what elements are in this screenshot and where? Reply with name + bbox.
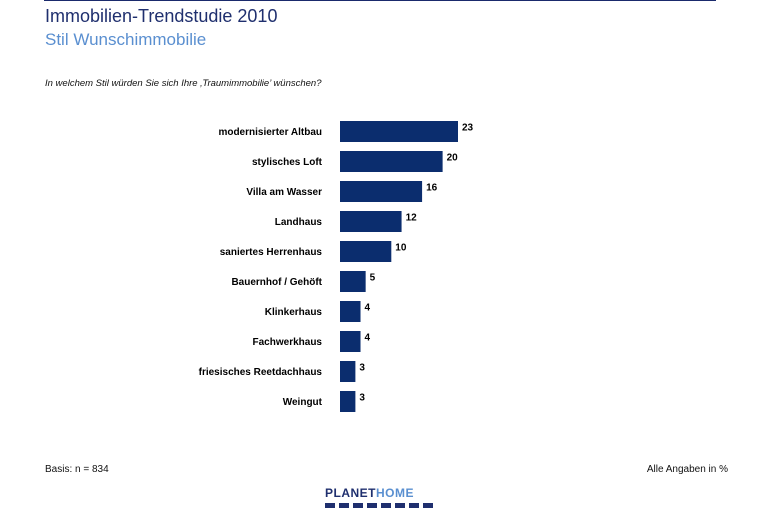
value-label-8: 3 xyxy=(359,363,365,374)
value-label-3: 12 xyxy=(406,213,418,224)
bar-4 xyxy=(340,241,392,262)
logo-part-planet: PLANET xyxy=(325,486,376,500)
category-label-9: Weingut xyxy=(283,397,323,408)
bar-7 xyxy=(340,331,361,352)
bar-chart: modernisierter Altbau 23 stylisches Loft 20… xyxy=(199,121,474,412)
planethome-logo: PLANETHOME xyxy=(325,486,414,500)
category-label-7: Fachwerkhaus xyxy=(253,337,323,348)
value-label-4: 10 xyxy=(395,243,407,254)
category-label-8: friesisches Reetdachhaus xyxy=(199,367,323,378)
category-label-1: stylisches Loft xyxy=(252,157,323,168)
category-label-3: Landhaus xyxy=(275,217,323,228)
bar-6 xyxy=(340,301,361,322)
value-label-6: 4 xyxy=(365,303,371,314)
bar-5 xyxy=(340,271,366,292)
category-label-2: Villa am Wasser xyxy=(246,187,322,198)
bar-8 xyxy=(340,361,356,382)
page-title: Immobilien-Trendstudie 2010 xyxy=(45,6,278,26)
category-label-6: Klinkerhaus xyxy=(265,307,323,318)
bar-3 xyxy=(340,211,402,232)
logo-stripe xyxy=(325,503,437,508)
category-label-4: saniertes Herrenhaus xyxy=(220,247,323,258)
survey-question: In welchem Stil würden Sie sich Ihre ‚Tr… xyxy=(45,78,322,89)
units-note: Alle Angaben in % xyxy=(646,464,728,475)
bar-1 xyxy=(340,151,443,172)
value-label-7: 4 xyxy=(365,333,371,344)
category-label-5: Bauernhof / Gehöft xyxy=(231,277,322,288)
bar-0 xyxy=(340,121,458,142)
value-label-9: 3 xyxy=(359,393,365,404)
bar-2 xyxy=(340,181,423,202)
category-label-0: modernisierter Altbau xyxy=(218,127,322,138)
top-rule xyxy=(44,0,716,1)
basis-note: Basis: n = 834 xyxy=(45,464,109,475)
value-label-2: 16 xyxy=(426,183,438,194)
page-subtitle: Stil Wunschimmobilie xyxy=(45,30,207,49)
logo-part-home: HOME xyxy=(376,486,414,500)
value-label-0: 23 xyxy=(462,123,474,134)
value-label-1: 20 xyxy=(447,153,459,164)
bar-9 xyxy=(340,391,356,412)
value-label-5: 5 xyxy=(370,273,376,284)
